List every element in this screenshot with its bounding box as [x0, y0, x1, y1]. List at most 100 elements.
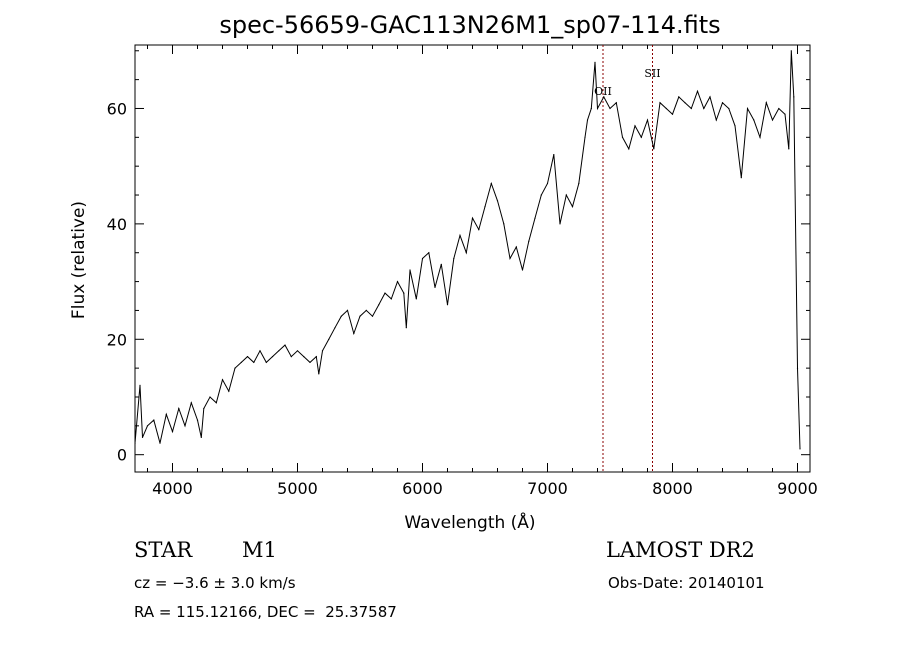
- spectrum-point: [271, 356, 274, 358]
- spectrum-point: [759, 136, 761, 138]
- spectrum-point: [240, 361, 242, 363]
- spectrum-point: [321, 350, 324, 352]
- spectrum-point: [303, 356, 305, 358]
- spectrum-point: [778, 107, 780, 110]
- spectrum-point: [428, 252, 430, 254]
- spectrum-point: [421, 257, 424, 260]
- spectrum-point: [793, 96, 795, 98]
- spectrum-point: [141, 436, 144, 438]
- spectrum-point: [590, 107, 592, 110]
- spectrum-point: [586, 119, 589, 121]
- spectrum-point: [415, 298, 417, 300]
- spectrum-point: [253, 361, 255, 363]
- spectrum-point: [246, 356, 249, 358]
- spectrum-point: [696, 90, 699, 92]
- spectrum-point: [771, 119, 774, 121]
- spectrum-point: [540, 194, 542, 196]
- spectrum-point: [528, 240, 530, 242]
- object-subclass: M1: [242, 538, 277, 562]
- spectrum-point: [546, 182, 549, 185]
- spectrum-point: [490, 182, 492, 185]
- spectrum-point: [796, 367, 799, 369]
- spectrum-point: [788, 148, 790, 150]
- y-tick-label: 0: [117, 446, 127, 465]
- spectrum-point: [409, 269, 411, 271]
- spectrum-point: [609, 107, 611, 110]
- spectrum-point: [715, 119, 717, 121]
- spectrum-point: [784, 113, 786, 115]
- spectrum-point: [296, 350, 299, 352]
- spectrum-point: [478, 229, 480, 231]
- spectrum-point: [471, 217, 474, 219]
- emission-line-label: OII: [594, 85, 612, 98]
- spectrum-point: [659, 102, 661, 104]
- spectrum-point: [184, 425, 186, 427]
- spectrum-point: [671, 113, 674, 115]
- spectrum-point: [178, 407, 180, 410]
- spectrum-point: [209, 396, 211, 398]
- spectrum-point: [446, 304, 449, 306]
- survey-name: LAMOST DR2: [606, 538, 755, 562]
- spectrum-point: [496, 200, 499, 202]
- spectrum-point: [371, 315, 374, 317]
- spectrum-point: [678, 96, 680, 98]
- spectrum-series: [135, 50, 801, 450]
- spectrum-point: [284, 344, 286, 346]
- emission-line-markers: OII SII: [594, 45, 661, 472]
- spectrum-point: [318, 373, 320, 375]
- chart-title: spec-56659-GAC113N26M1_sp07-114.fits: [219, 11, 720, 39]
- spectrum-point: [534, 217, 536, 219]
- spectrum-point: [571, 206, 574, 208]
- spectrum-point: [221, 379, 224, 381]
- y-tick-label: 40: [107, 215, 127, 234]
- spectrum-point: [405, 327, 407, 329]
- spectrum-point: [278, 350, 280, 352]
- redshift-velocity: cz = −3.6 ± 3.0 km/s: [134, 574, 296, 592]
- spectrum-point: [434, 286, 436, 288]
- spectrum-point: [628, 148, 630, 150]
- emission-line-label: SII: [644, 67, 660, 80]
- spectrum-point: [565, 194, 567, 196]
- spectrum-point: [146, 425, 149, 427]
- spectrum-point: [684, 102, 686, 104]
- spectrum-point: [484, 206, 486, 208]
- spectrum-point: [328, 338, 330, 340]
- spectrum-point: [665, 107, 667, 110]
- y-tick-label: 20: [107, 330, 127, 349]
- spectrum-point: [403, 292, 405, 294]
- spectrum-point: [734, 125, 736, 127]
- spectrum-point: [378, 304, 380, 306]
- spectrum-line-0: [135, 50, 801, 449]
- spectrum-point: [153, 419, 155, 421]
- spectrum-point: [309, 361, 311, 363]
- spectrum-point: [503, 223, 505, 225]
- x-tick-label: 9000: [777, 479, 818, 498]
- spectrum-point: [396, 281, 399, 283]
- spectrum-point: [521, 269, 524, 271]
- object-class: STAR: [134, 538, 193, 562]
- x-tick-label: 4000: [152, 479, 193, 498]
- spectrum-point: [215, 402, 217, 404]
- spectrum-point: [596, 107, 599, 110]
- spectrum-point: [135, 442, 136, 444]
- spectrum-point: [746, 107, 749, 110]
- spectrum-point: [621, 136, 624, 138]
- spectrum-point: [559, 223, 561, 225]
- spectrum-point: [634, 125, 636, 127]
- spectrum-point: [465, 252, 467, 254]
- spectrum-point: [646, 119, 649, 121]
- spectrum-point: [553, 154, 555, 156]
- x-tick-label: 7000: [527, 479, 568, 498]
- spectrum-point: [334, 327, 336, 329]
- spectrum-point: [171, 431, 174, 433]
- spectrum-point: [709, 96, 711, 98]
- spectrum-point: [365, 309, 367, 311]
- spectrum-point: [340, 315, 342, 317]
- x-tick-label: 8000: [652, 479, 693, 498]
- spectrum-point: [584, 136, 586, 138]
- spectrum-point: [290, 356, 292, 358]
- spectrum-point: [753, 119, 755, 121]
- spectrum-point: [346, 309, 349, 311]
- spectrum-point: [799, 448, 801, 450]
